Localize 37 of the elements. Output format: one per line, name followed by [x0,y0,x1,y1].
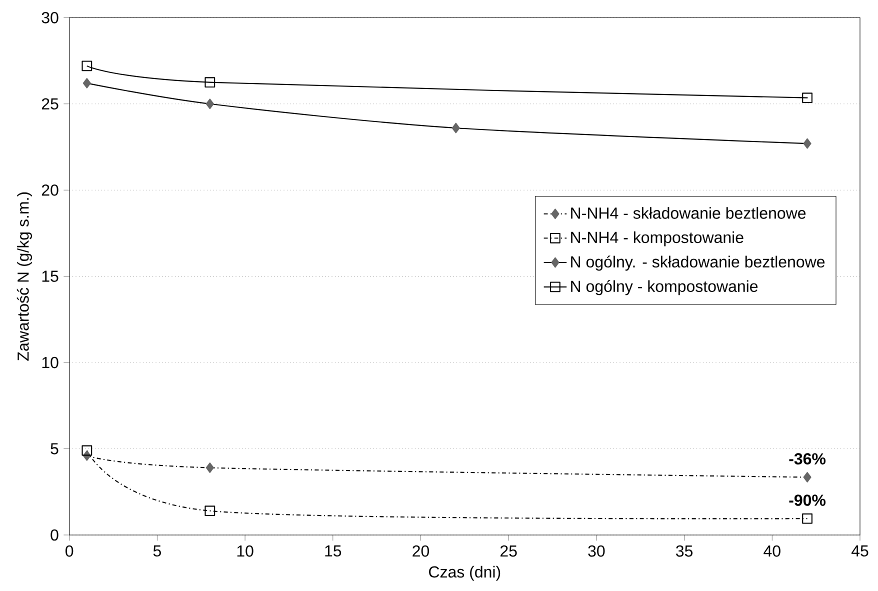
x-tick-label: 40 [764,545,780,557]
x-tick-label: 5 [153,545,161,557]
x-tick-label: 0 [66,545,74,557]
point [206,98,214,110]
x-tick-label: 45 [851,545,868,557]
legend-label: N-NH4 - kompostowanie [571,231,744,246]
point [803,138,812,149]
point [802,92,812,104]
point [206,462,214,473]
point [803,472,812,482]
point [204,77,216,88]
point [82,445,92,456]
x-tick-label: 35 [676,545,693,557]
point [82,78,91,88]
x-axis-title: Czas (dni) [429,566,500,581]
y-tick-label: 15 [42,270,58,282]
x-tick-label: 30 [588,545,605,557]
annotation: -36% [789,453,826,465]
legend-label: N-NH4 - składowanie beztlenowe [571,207,806,219]
point [802,513,812,524]
y-tick-label: 30 [42,12,58,24]
y-tick-label: 25 [42,98,58,110]
x-tick-label: 20 [412,545,430,557]
point [452,122,460,134]
x-tick-label: 10 [237,545,254,557]
legend-label: N ogólny. - składowanie beztlenowe [571,256,825,271]
y-axis-title: Zawartość N (g/kg s.m.) [16,192,32,361]
y-tick-label: 10 [42,356,58,368]
legend-label: N ogólny - kompostowanie [571,280,758,296]
annotation: -90% [789,494,826,506]
y-tick-label: 20 [42,184,58,196]
point [204,506,216,516]
y-tick-label: 0 [50,529,58,541]
point [82,60,92,72]
x-tick-label: 25 [500,545,517,557]
y-tick-label: 5 [50,443,58,454]
x-tick-label: 15 [325,545,342,557]
